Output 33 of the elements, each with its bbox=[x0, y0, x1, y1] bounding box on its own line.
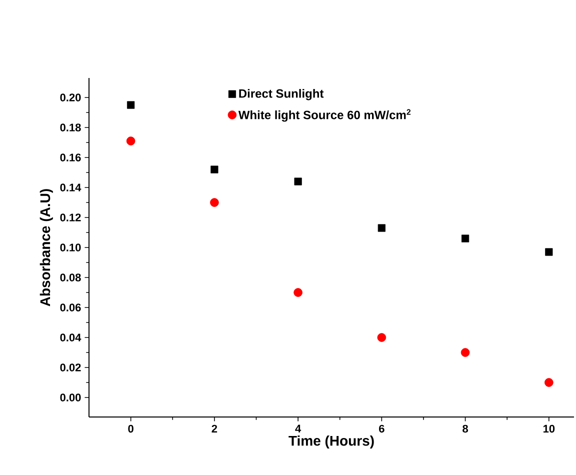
point bbox=[378, 224, 386, 232]
y-tick-label: 0.16 bbox=[60, 154, 81, 162]
y-tick-label: 0.06 bbox=[60, 304, 81, 312]
point bbox=[210, 166, 218, 174]
point bbox=[126, 136, 136, 146]
point bbox=[461, 234, 470, 242]
x-axis-title: Time (Hours) bbox=[288, 435, 374, 448]
point bbox=[545, 248, 553, 256]
legend-label: Direct Sunlight bbox=[239, 88, 324, 100]
legend-label: White light Source 60 mW/cm$^{2}$ bbox=[238, 109, 411, 122]
x-tick-label: 10 bbox=[543, 424, 555, 433]
point bbox=[127, 101, 135, 109]
y-tick-label: 0.18 bbox=[60, 124, 81, 132]
y-tick-label: 0.02 bbox=[60, 364, 81, 372]
point bbox=[294, 288, 302, 297]
x-tick-label: 6 bbox=[379, 424, 384, 433]
point bbox=[544, 378, 554, 387]
y-axis-title: Absorbance (A.U) bbox=[40, 189, 53, 306]
y-tick-label: 0.20 bbox=[60, 94, 81, 102]
y-tick-label: 0.14 bbox=[60, 184, 82, 192]
x-tick-label: 0 bbox=[128, 424, 134, 433]
x-tick-label: 2 bbox=[212, 424, 218, 432]
y-tick-label: 0.00 bbox=[60, 394, 81, 402]
y-tick-label: 0.12 bbox=[60, 214, 81, 222]
point bbox=[210, 198, 219, 207]
point bbox=[460, 348, 470, 357]
point bbox=[294, 178, 302, 186]
point bbox=[377, 333, 386, 342]
x-tick-label: 8 bbox=[462, 424, 468, 433]
y-tick-label: 0.08 bbox=[60, 274, 81, 282]
y-tick-label: 0.04 bbox=[60, 334, 82, 342]
x-tick-label: 4 bbox=[295, 424, 302, 432]
y-tick-label: 0.10 bbox=[60, 244, 81, 252]
